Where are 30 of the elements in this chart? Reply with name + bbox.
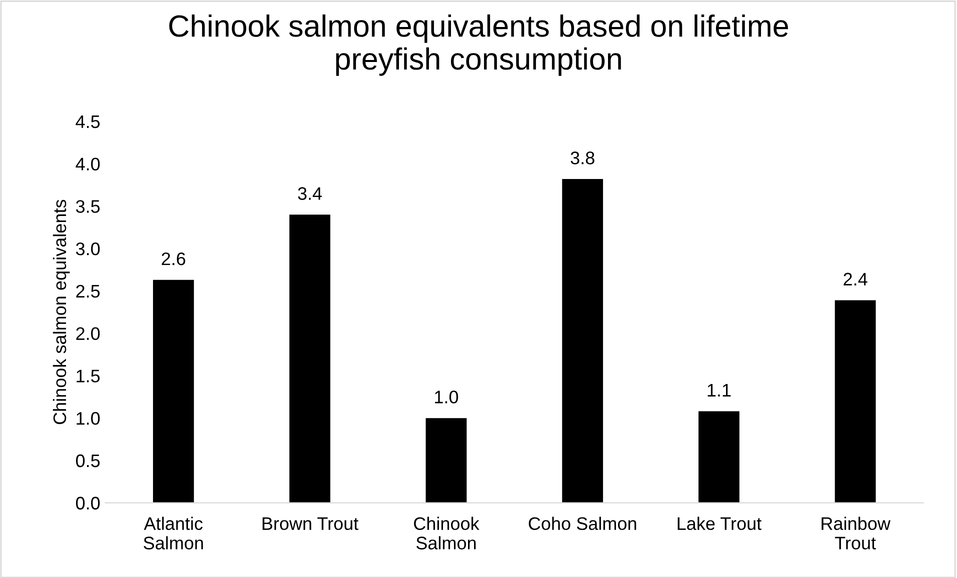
- x-tick-label: Lake Trout: [678, 516, 762, 530]
- data-label: 3.8: [570, 152, 594, 164]
- y-tick-label: 0.5: [76, 454, 100, 468]
- y-tick-label: 0.0: [76, 496, 100, 510]
- y-tick-label: 2.5: [76, 284, 100, 298]
- x-tick-label: Brown Trout: [262, 517, 358, 530]
- data-label: 1.0: [435, 390, 458, 404]
- y-tick-label: 4.0: [76, 158, 100, 170]
- y-tick-label: 2.0: [76, 327, 100, 340]
- bar: [698, 411, 740, 503]
- bar: [153, 280, 194, 503]
- y-tick-label: 1.0: [76, 412, 100, 425]
- bar: [562, 179, 604, 503]
- x-tick-label: Chinook Salmon: [414, 516, 480, 550]
- x-tick-label: Rainbow Trout: [822, 516, 890, 550]
- y-tick-label: 3.5: [76, 200, 100, 213]
- data-label: 3.4: [298, 187, 322, 200]
- chart-title: Chinook salmon equivalents based on lifetime preyfish consumption: [169, 14, 788, 76]
- y-tick-label: 3.0: [76, 242, 100, 256]
- y-axis-title: Chinook salmon equivalents: [52, 200, 70, 424]
- bar: [426, 418, 467, 503]
- bar: [834, 300, 876, 503]
- y-tick-label: 4.5: [76, 116, 100, 128]
- data-label: 2.6: [162, 252, 186, 266]
- y-tick-label: 1.5: [76, 370, 100, 382]
- data-label: 1.1: [708, 384, 731, 396]
- bar: [289, 214, 330, 503]
- x-tick-label: Atlantic Salmon: [144, 516, 203, 550]
- x-tick-label: Coho Salmon: [528, 516, 636, 530]
- data-label: 2.4: [844, 272, 868, 286]
